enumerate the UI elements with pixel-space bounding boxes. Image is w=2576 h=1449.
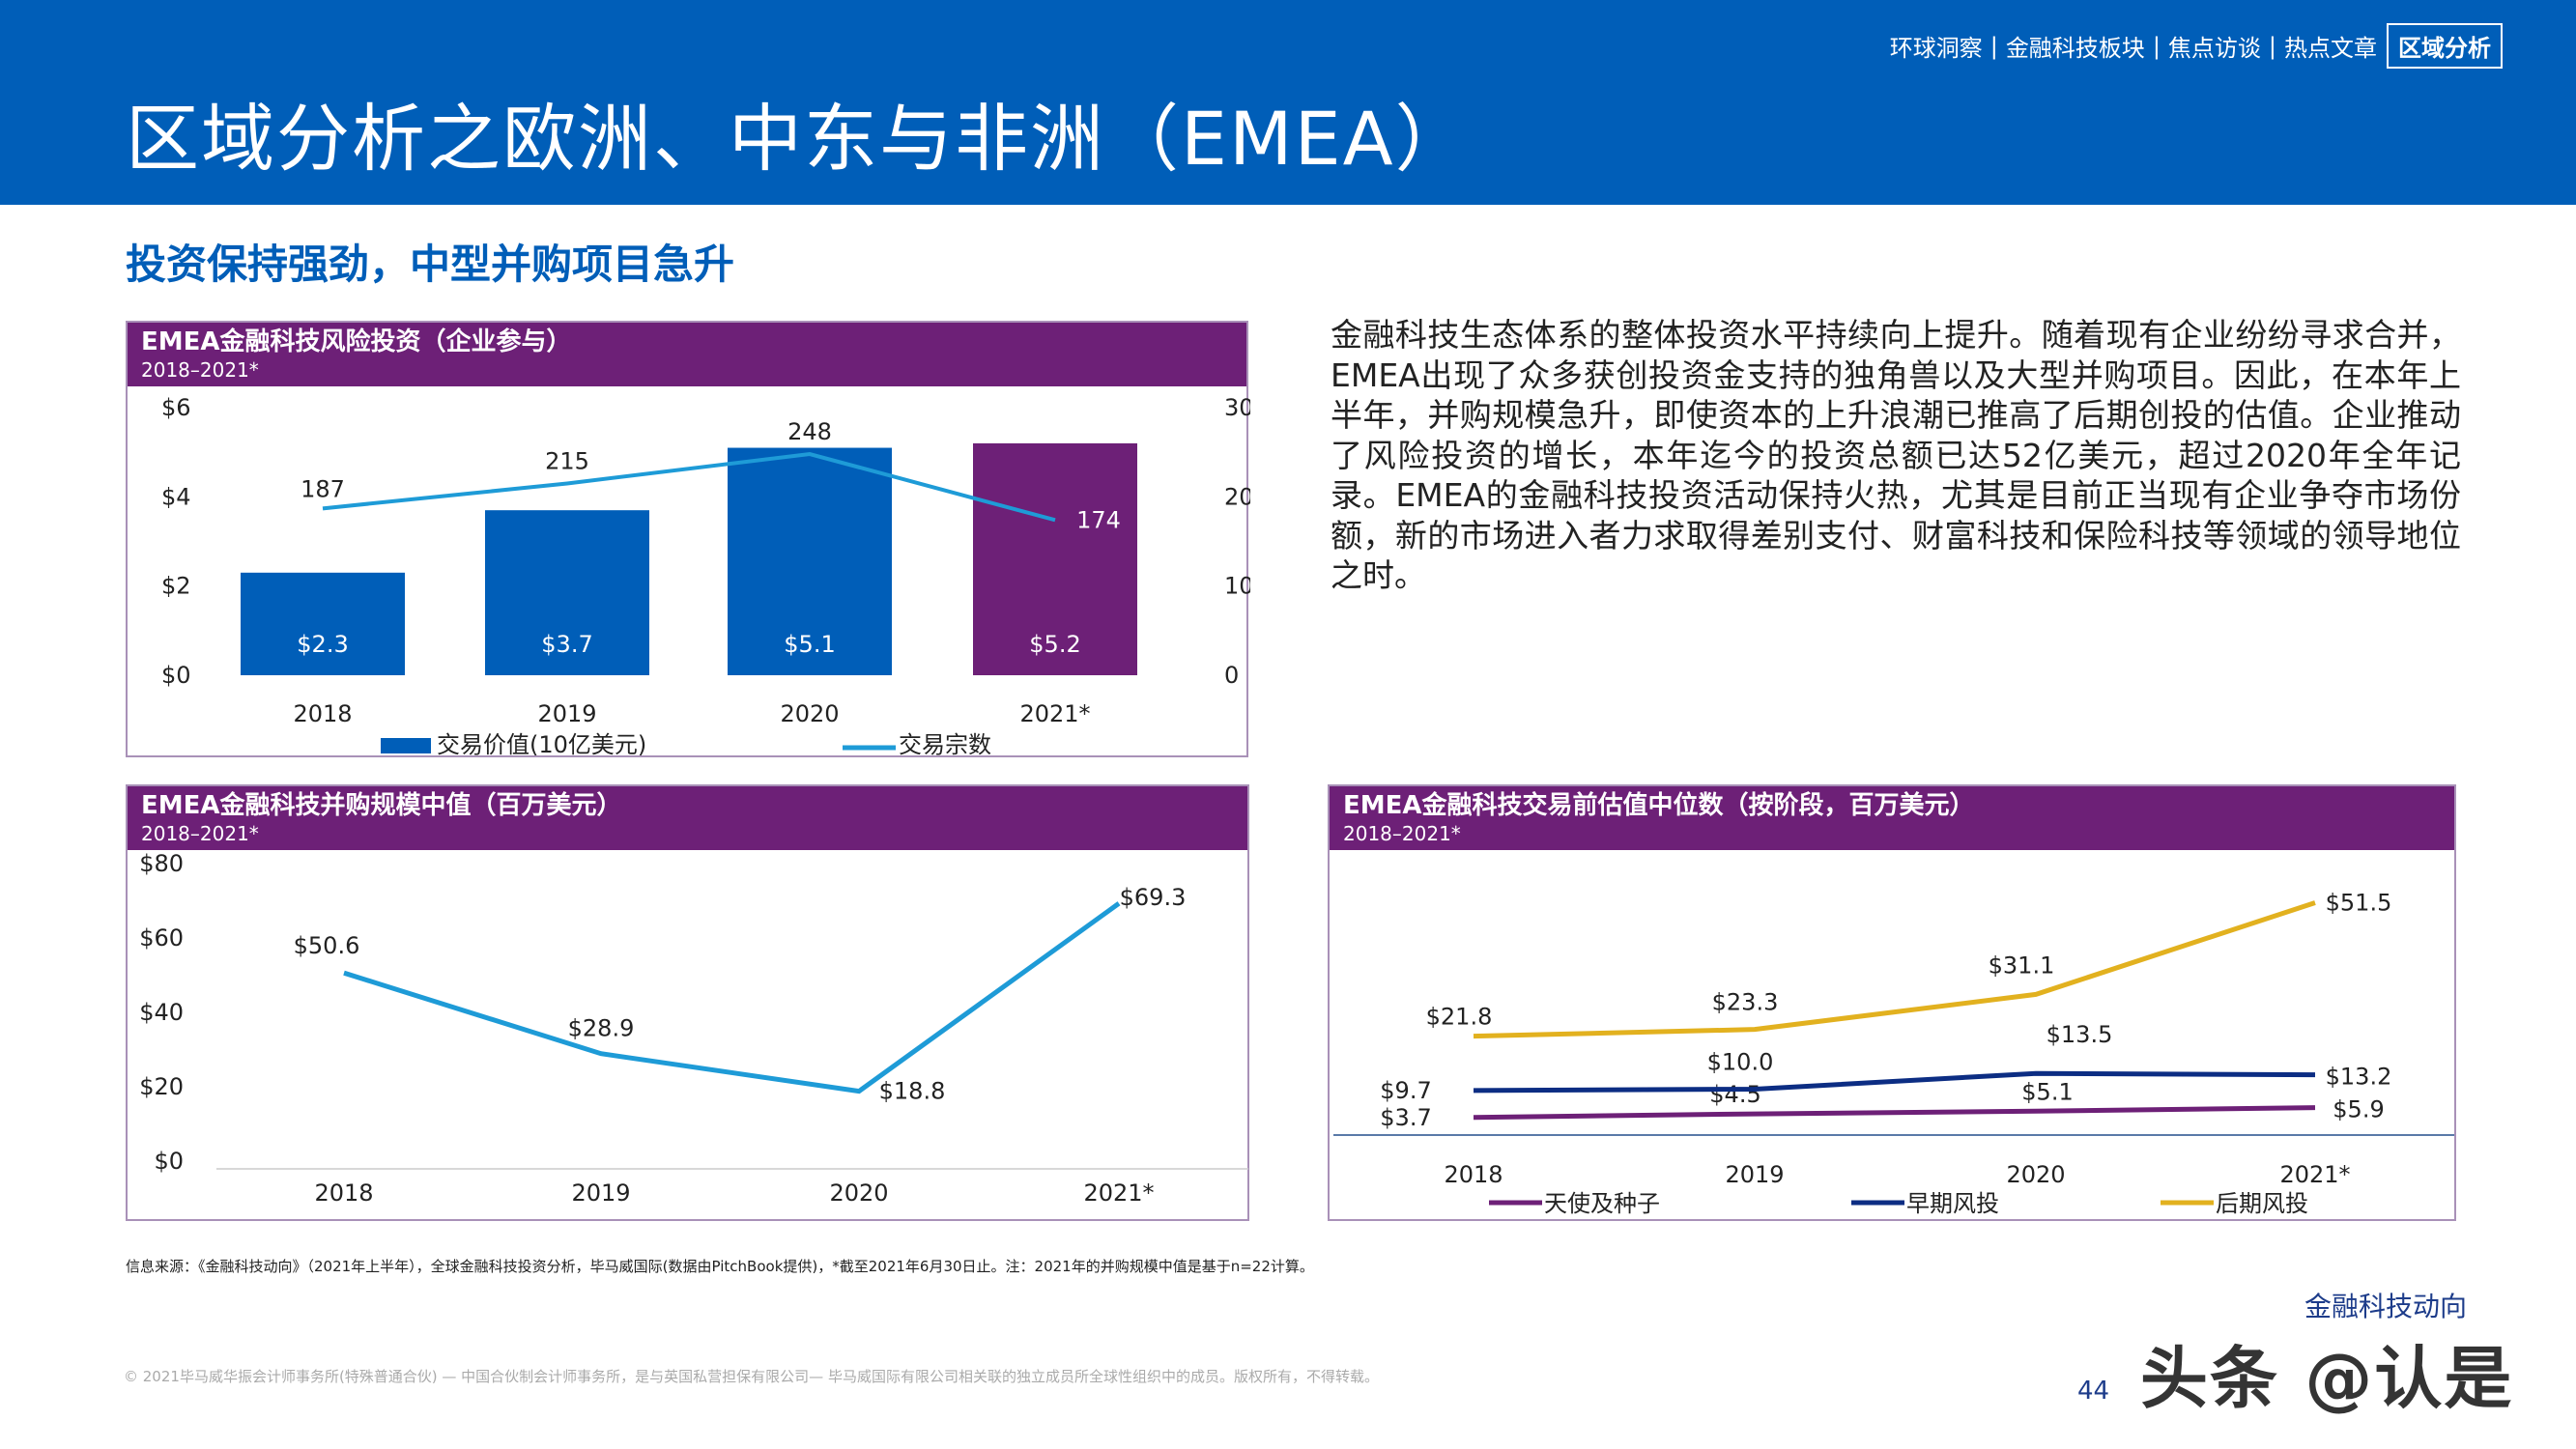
chart-premoney-valuation: EMEA金融科技交易前估值中位数（按阶段，百万美元） 2018–2021* $3.… bbox=[1328, 784, 2456, 1221]
legend-label: 交易价值(10亿美元) bbox=[437, 731, 646, 758]
y2-tick-label: 300 bbox=[1224, 394, 1250, 421]
bar-data-label: $2.3 bbox=[297, 631, 348, 658]
watermark: 头条 @认是 bbox=[2140, 1339, 2514, 1418]
x-tick-label: 2020 bbox=[780, 700, 839, 727]
chart-ma-median: EMEA金融科技并购规模中值（百万美元） 2018–2021* $0 $20 $40 $… bbox=[126, 784, 1249, 1221]
y-tick-label: $20 bbox=[139, 1073, 184, 1100]
bar-data-label: $5.2 bbox=[1029, 631, 1080, 658]
legend-label: 天使及种子 bbox=[1544, 1190, 1660, 1217]
line-data-label: $5.1 bbox=[2021, 1078, 2073, 1105]
body-paragraph: 金融科技生态体系的整体投资水平持续向上提升。随着现有企业纷纷寻求合并，EMEA出… bbox=[1331, 316, 2461, 594]
y2-tick-label: 200 bbox=[1224, 483, 1250, 510]
ma-median-line bbox=[343, 901, 1121, 1094]
legend-label: 交易宗数 bbox=[899, 731, 991, 758]
y-tick-label: $40 bbox=[139, 999, 184, 1026]
line-data-label: $21.8 bbox=[1426, 1004, 1493, 1031]
chart-venture-investment: EMEA金融科技风险投资（企业参与） 2018–2021* $0 $2 $4 $6 0 10… bbox=[126, 321, 1250, 758]
line-data-label: $5.9 bbox=[2333, 1096, 2384, 1123]
copyright: © 2021毕马威华振会计师事务所(特殊普通合伙) — 中国合伙制会计师事务所，… bbox=[124, 1368, 1379, 1385]
page-title: 区域分析之欧洲、中东与非洲（EMEA） bbox=[126, 96, 1471, 182]
y-tick-label: $0 bbox=[161, 662, 191, 689]
nav-item[interactable]: 金融科技板块 bbox=[2005, 35, 2145, 62]
bar bbox=[485, 510, 649, 675]
bar bbox=[241, 572, 405, 675]
bar-data-label: $5.1 bbox=[784, 631, 835, 658]
y2-tick-label: 0 bbox=[1224, 662, 1239, 689]
line-data-label: 174 bbox=[1076, 506, 1121, 533]
section-nav: 环球洞察 | 金融科技板块 | 焦点访谈 | 热点文章 区域分析 bbox=[1890, 23, 2503, 69]
page-number: 44 bbox=[2077, 1377, 2110, 1406]
nav-separator: | bbox=[2152, 32, 2161, 60]
bar-data-label: $3.7 bbox=[541, 631, 592, 658]
series-line bbox=[1473, 1105, 2316, 1121]
chart-svg: $0 $2 $4 $6 0 100 200 300 $2.3 $3.7 $5.1 $5.2 187 215… bbox=[161, 394, 1250, 758]
line-data-label: $69.3 bbox=[1120, 884, 1187, 911]
y-tick-label: $2 bbox=[161, 573, 191, 600]
x-tick-label: 2019 bbox=[1725, 1161, 1784, 1188]
nav-separator: | bbox=[2268, 32, 2276, 60]
line-data-label: 248 bbox=[787, 418, 832, 445]
nav-separator: | bbox=[1989, 32, 1998, 60]
line-data-label: $23.3 bbox=[1712, 989, 1779, 1016]
x-tick-label: 2021* bbox=[1019, 700, 1090, 727]
footnote: 信息来源：《金融科技动向》（2021年上半年），全球金融科技投资分析，毕马威国际… bbox=[126, 1258, 1314, 1275]
line-data-label: 215 bbox=[545, 447, 589, 474]
line-data-label: $13.5 bbox=[2046, 1021, 2113, 1048]
line-data-label: $31.1 bbox=[1989, 952, 2055, 979]
line-data-label: $28.9 bbox=[568, 1015, 635, 1042]
line-data-label: $51.5 bbox=[2326, 890, 2392, 917]
bar bbox=[973, 442, 1137, 675]
series-line bbox=[1473, 1070, 2316, 1094]
line-data-label: $4.5 bbox=[1709, 1081, 1760, 1108]
legend-label: 后期风投 bbox=[2216, 1190, 2308, 1217]
x-tick-label: 2021* bbox=[2279, 1161, 2350, 1188]
deal-count-line bbox=[322, 451, 1056, 523]
x-tick-label: 2018 bbox=[293, 700, 352, 727]
bar bbox=[728, 447, 892, 675]
line-data-label: $9.7 bbox=[1380, 1077, 1431, 1104]
y-tick-label: $6 bbox=[161, 394, 191, 421]
nav-item[interactable]: 环球洞察 bbox=[1889, 35, 1983, 62]
legend-swatch-bar bbox=[381, 738, 431, 753]
y-tick-label: $60 bbox=[139, 924, 184, 952]
brand-label: 金融科技动向 bbox=[2304, 1291, 2468, 1322]
x-tick-label: 2021* bbox=[1083, 1179, 1154, 1207]
line-data-label: $18.8 bbox=[879, 1078, 946, 1105]
line-data-label: $3.7 bbox=[1380, 1104, 1431, 1131]
line-data-label: $50.6 bbox=[294, 932, 360, 959]
chart-subtitle: 2018–2021* bbox=[141, 358, 259, 382]
chart-subtitle: 2018–2021* bbox=[141, 822, 259, 845]
nav-item[interactable]: 热点文章 bbox=[2284, 35, 2377, 62]
chart-title: EMEA金融科技并购规模中值（百万美元） bbox=[141, 791, 622, 820]
y2-tick-label: 100 bbox=[1224, 573, 1250, 600]
line-data-label: $13.2 bbox=[2326, 1064, 2392, 1091]
nav-item-active[interactable]: 区域分析 bbox=[2387, 23, 2503, 69]
y-tick-label: $0 bbox=[154, 1148, 184, 1175]
x-tick-label: 2018 bbox=[1444, 1161, 1503, 1188]
header-band: 环球洞察 | 金融科技板块 | 焦点访谈 | 热点文章 区域分析 区域分析之欧洲、中东… bbox=[0, 0, 2576, 205]
line-data-label: $10.0 bbox=[1707, 1049, 1774, 1076]
x-tick-label: 2019 bbox=[537, 700, 596, 727]
series-line bbox=[1473, 900, 2316, 1039]
chart-title: EMEA金融科技交易前估值中位数（按阶段，百万美元） bbox=[1343, 791, 1975, 820]
x-tick-label: 2019 bbox=[571, 1179, 630, 1207]
legend-label: 早期风投 bbox=[1906, 1190, 1999, 1217]
chart-svg: $3.7 $4.5 $5.1 $5.9 $9.7 $10.0 $13.5 $13.2 $21.8… bbox=[1333, 890, 2454, 1217]
x-tick-label: 2020 bbox=[2006, 1161, 2065, 1188]
x-tick-label: 2018 bbox=[314, 1179, 373, 1207]
y-tick-label: $80 bbox=[139, 850, 184, 877]
section-subtitle: 投资保持强劲，中型并购项目急升 bbox=[126, 241, 735, 288]
y-tick-label: $4 bbox=[161, 483, 191, 510]
chart-subtitle: 2018–2021* bbox=[1343, 822, 1461, 845]
chart-title: EMEA金融科技风险投资（企业参与） bbox=[141, 327, 572, 356]
nav-item[interactable]: 焦点访谈 bbox=[2167, 35, 2261, 62]
line-data-label: 187 bbox=[301, 475, 345, 502]
x-tick-label: 2020 bbox=[829, 1179, 888, 1207]
chart-svg: $0 $20 $40 $60 $80 $50.6 $28.9 $18.8 $69.3 2018 20… bbox=[139, 850, 1248, 1207]
